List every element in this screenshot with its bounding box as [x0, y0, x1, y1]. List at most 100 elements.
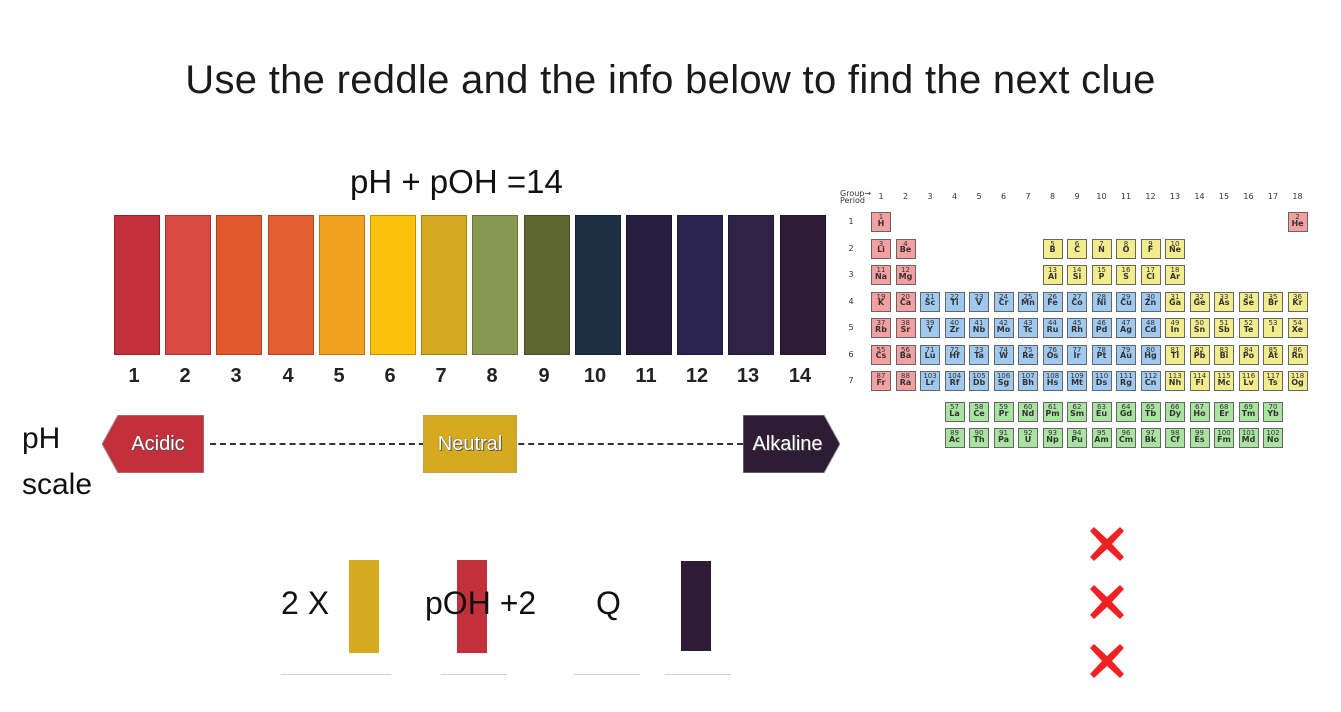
element-number: 95 [1097, 429, 1106, 437]
element-symbol: Cu [1120, 298, 1132, 307]
ph-number-label: 11 [635, 365, 657, 387]
element-symbol: F [1147, 245, 1154, 254]
acidic-arrow-shape [102, 415, 204, 473]
element-cell: 49 In [1165, 318, 1185, 338]
element-cell: 2 He [1287, 212, 1308, 232]
element-cell: 50 Sn [1189, 318, 1210, 338]
period-number-label: 2 [848, 243, 854, 253]
element-number: 18 [1170, 266, 1180, 274]
element-cell: 76 Os [1042, 344, 1063, 365]
element-number: 9 [1148, 239, 1153, 248]
element-cell: 89 Ac [944, 428, 965, 448]
element-cell: 44 Ru [1042, 318, 1063, 338]
ph-color-bar [728, 215, 774, 355]
element-number: 117 [1266, 372, 1280, 380]
answer-blank-4[interactable] [665, 674, 731, 675]
element-cell: 117 Ts [1263, 371, 1283, 391]
answer-blank-3[interactable] [574, 674, 640, 675]
element-cell: 113 Nh [1165, 371, 1185, 391]
element-symbol: Pt [1096, 351, 1107, 360]
ph-color-bar [524, 215, 570, 355]
element-symbol: Hs [1046, 377, 1059, 387]
element-number: 3 [878, 239, 884, 248]
element-cell: 24 Cr [993, 291, 1014, 312]
element-symbol: B [1049, 245, 1056, 254]
element-symbol: Rb [875, 324, 887, 334]
element-cell: 108 Hs [1042, 371, 1063, 391]
element-number: 72 [950, 345, 959, 354]
element-number: 100 [1217, 429, 1231, 437]
element-symbol: Sb [1218, 324, 1230, 334]
element-symbol: Mg [898, 271, 913, 281]
element-cell: 35 Br [1263, 291, 1283, 312]
element-symbol: Nb [972, 324, 986, 334]
element-cell: 97 Bk [1140, 428, 1161, 448]
element-number: 69 [1244, 403, 1253, 411]
element-number: 23 [974, 292, 984, 301]
element-cell: 39 Y [920, 318, 940, 338]
x-mark-icon [1090, 585, 1124, 619]
element-cell: 71 Lu [920, 344, 940, 365]
element-number: 107 [1021, 372, 1035, 380]
element-symbol: Tb [1144, 408, 1157, 418]
element-cell: 61 Pm [1042, 402, 1063, 422]
element-symbol: Tc [1023, 324, 1033, 334]
element-symbol: N [1098, 245, 1105, 254]
answer-blank-1[interactable] [281, 674, 391, 675]
element-cell: 36 Kr [1287, 291, 1308, 312]
element-cell: 105 Db [969, 371, 989, 391]
element-symbol: Db [972, 377, 986, 387]
element-symbol: Ge [1193, 298, 1206, 307]
ph-color-bar [626, 215, 672, 355]
element-cell: 92 U [1018, 428, 1038, 448]
element-number: 76 [1048, 345, 1057, 354]
element-cell: 4 Be [895, 238, 916, 259]
element-cell: 19 K [871, 291, 891, 312]
element-symbol: Hg [1144, 351, 1157, 360]
element-number: 97 [1146, 429, 1155, 437]
element-symbol: Tm [1241, 408, 1256, 418]
neutral-box-shape [423, 415, 517, 473]
element-symbol: He [1291, 218, 1304, 228]
element-number: 19 [876, 292, 886, 301]
element-symbol: Ru [1046, 324, 1059, 334]
element-symbol: Pa [997, 434, 1010, 444]
element-number: 46 [1097, 319, 1106, 327]
element-cell: 46 Pd [1091, 318, 1112, 338]
element-cell: 26 Fe [1042, 291, 1063, 312]
element-number: 103 [923, 372, 937, 380]
element-number: 68 [1219, 403, 1229, 411]
alkaline-arrow-shape [743, 415, 840, 473]
group-number-label: 2 [902, 192, 909, 201]
group-number-label: 15 [1218, 192, 1230, 201]
element-cell: 96 Cm [1116, 428, 1136, 448]
element-number: 85 [1268, 345, 1278, 354]
ph-number-label: 5 [333, 365, 345, 387]
element-cell: 86 Rn [1287, 344, 1308, 365]
ph-color-bar [216, 215, 262, 355]
element-number: 106 [996, 372, 1011, 380]
element-symbol: Br [1267, 298, 1279, 307]
element-cell: 118 Og [1287, 371, 1308, 391]
element-symbol: La [949, 408, 960, 418]
ph-number-label: 3 [230, 365, 242, 387]
neutral-label: Neutral [437, 432, 503, 455]
element-symbol: Lr [925, 377, 935, 387]
element-cell: 58 Ce [969, 402, 989, 422]
ph-color-bar [472, 215, 518, 355]
element-number: 70 [1268, 403, 1278, 411]
ph-color-bar [319, 215, 365, 355]
element-number: 115 [1217, 372, 1231, 380]
page-title: Use the reddle and the info below to fin… [185, 58, 1156, 102]
answer-blank-2[interactable] [441, 674, 507, 675]
periodic-table-header: Group→ Period [840, 190, 871, 205]
element-cell: 65 Tb [1140, 402, 1161, 422]
group-number-label: 11 [1120, 192, 1132, 201]
element-symbol: Pr [998, 408, 1009, 418]
element-symbol: Zr [949, 324, 960, 334]
element-number: 118 [1290, 372, 1305, 380]
element-cell: 23 V [969, 291, 989, 312]
element-number: 86 [1293, 345, 1302, 354]
